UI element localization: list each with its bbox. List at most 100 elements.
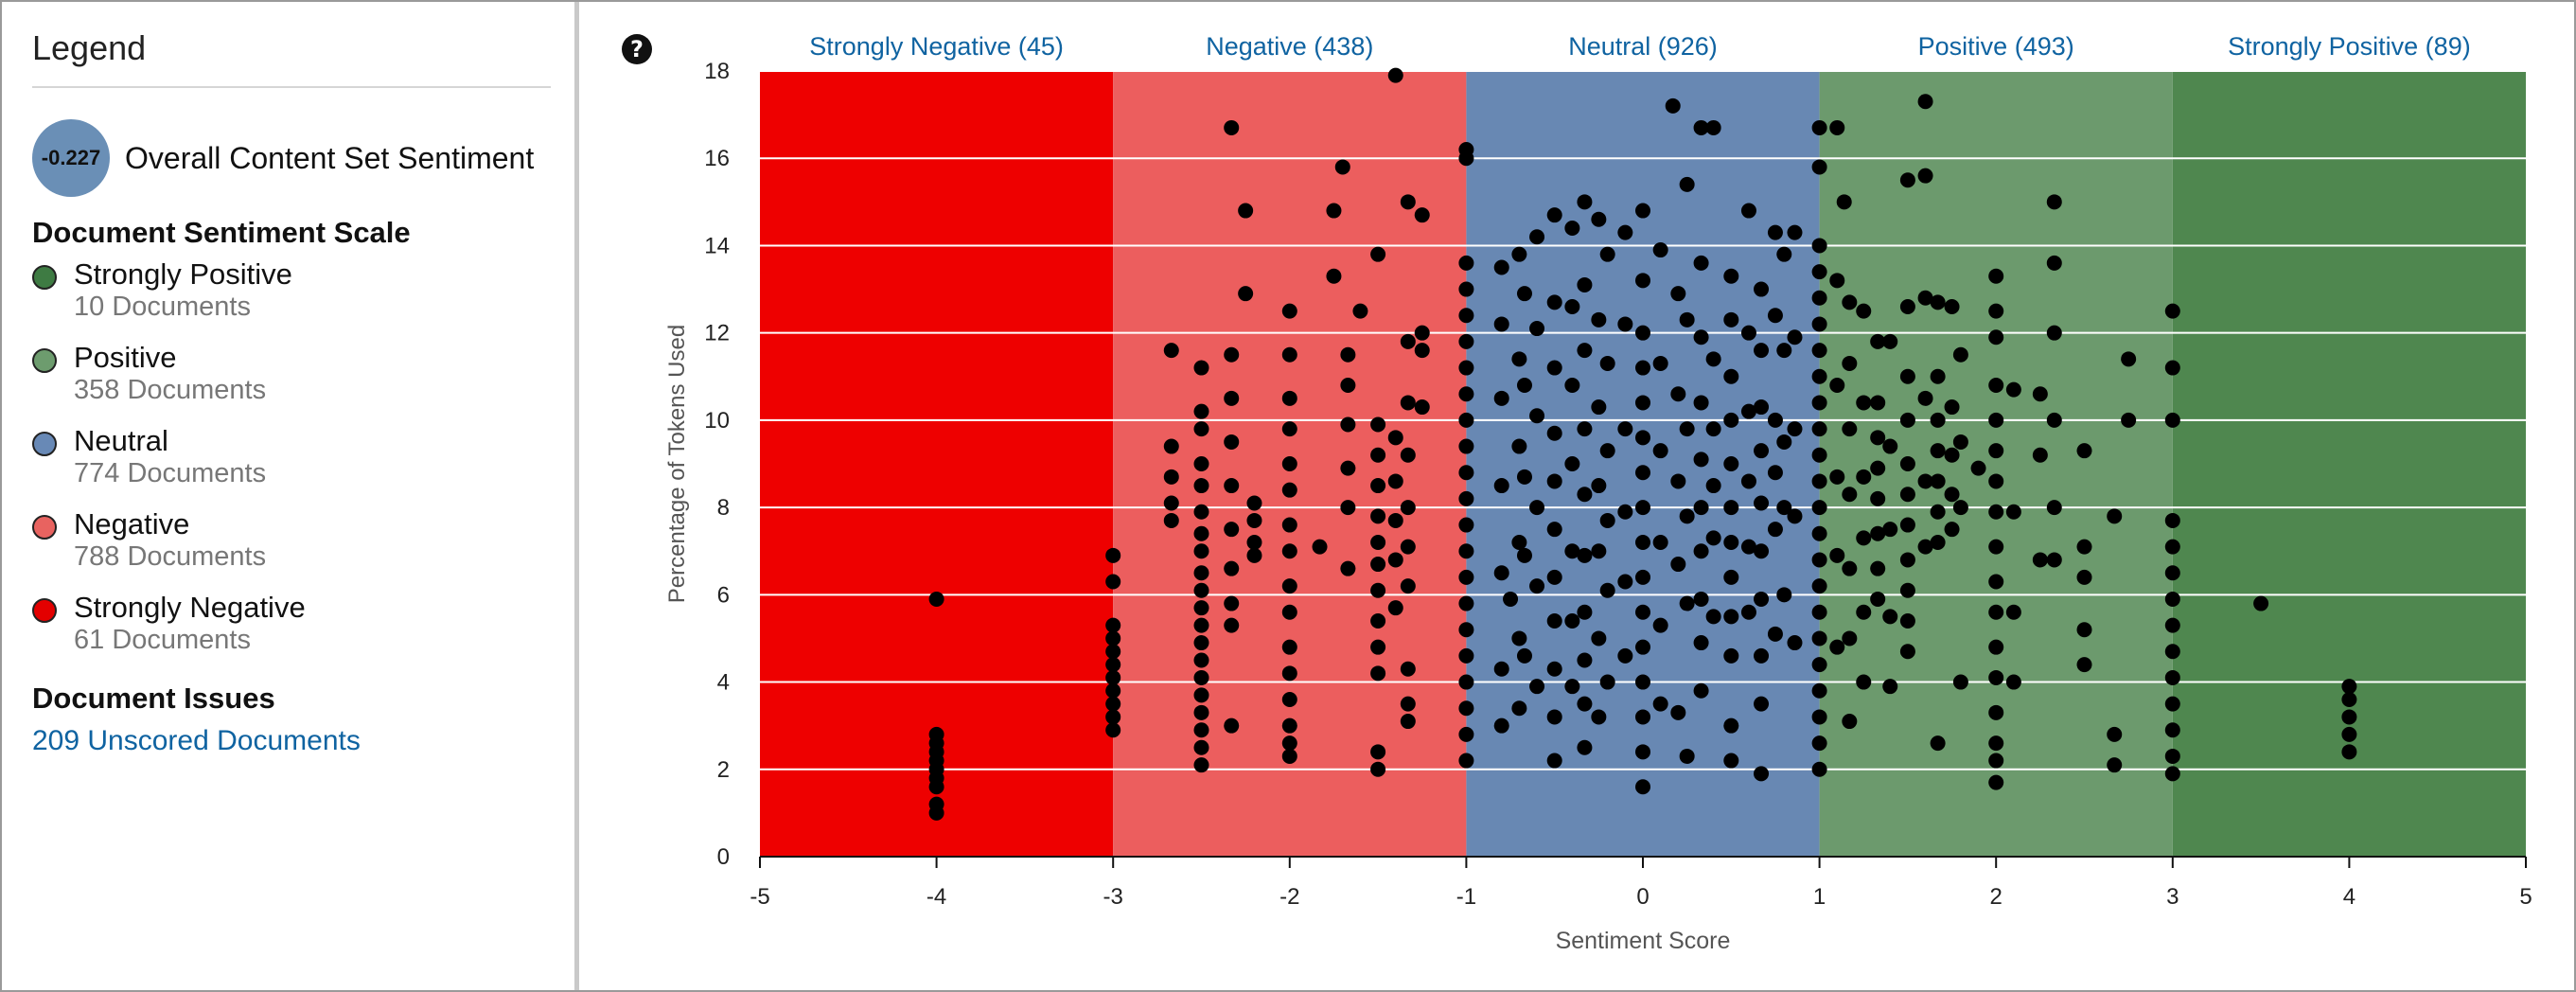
data-point	[1281, 303, 1297, 319]
data-point	[1370, 535, 1386, 550]
data-point	[1458, 386, 1474, 402]
data-point	[1224, 434, 1240, 450]
data-point	[1870, 460, 1886, 476]
data-point	[1754, 399, 1770, 416]
data-point	[1829, 469, 1845, 485]
data-point	[1740, 604, 1756, 620]
unscored-documents-link[interactable]: 209 Unscored Documents	[32, 725, 361, 756]
data-point	[1599, 674, 1615, 690]
data-point	[1811, 630, 1827, 647]
data-point	[1546, 569, 1562, 585]
data-point	[1988, 268, 2004, 284]
data-point	[1577, 604, 1593, 620]
data-point	[1564, 221, 1580, 236]
data-point	[1811, 761, 1827, 777]
data-point	[1652, 696, 1668, 712]
data-point	[1899, 613, 1915, 629]
data-point	[1899, 412, 1915, 428]
data-point	[1665, 97, 1681, 114]
data-point	[1577, 194, 1593, 210]
data-point	[2005, 674, 2021, 690]
data-point	[1754, 443, 1770, 459]
data-point	[1281, 578, 1297, 594]
data-point	[1414, 207, 1430, 223]
data-point	[1281, 346, 1297, 363]
data-point	[1458, 674, 1474, 690]
sentiment-scale-title: Document Sentiment Scale	[32, 216, 411, 249]
data-point	[1635, 709, 1650, 725]
data-point	[1163, 512, 1179, 528]
data-point	[1829, 378, 1845, 393]
scale-item-name: Negative	[74, 507, 190, 540]
data-point	[1882, 609, 1898, 625]
data-point	[1723, 456, 1739, 471]
legend-panel: Legend -0.227 Overall Content Set Sentim…	[0, 0, 579, 992]
data-point	[1988, 539, 2004, 555]
data-point	[1599, 443, 1615, 459]
data-point	[2046, 255, 2062, 271]
data-point	[1370, 744, 1386, 760]
sentiment-band-0	[760, 71, 1114, 857]
data-point	[1493, 661, 1509, 677]
data-point	[1811, 119, 1827, 135]
data-point	[1224, 595, 1240, 611]
data-point	[1400, 714, 1416, 730]
sentiment-band-4	[2172, 71, 2526, 857]
data-point	[1952, 346, 1968, 363]
data-point	[1767, 308, 1783, 324]
data-point	[1529, 578, 1545, 594]
data-point	[1811, 578, 1827, 594]
data-point	[1829, 639, 1845, 655]
data-point	[2046, 325, 2062, 341]
scale-item-name: Neutral	[74, 424, 168, 457]
data-point	[2076, 443, 2092, 459]
data-point	[1577, 652, 1593, 668]
data-point	[1776, 434, 1792, 450]
data-point	[1281, 482, 1297, 498]
data-point	[1511, 246, 1527, 262]
data-point	[1516, 469, 1532, 485]
data-point	[1193, 739, 1209, 755]
data-point	[1679, 421, 1695, 437]
data-point	[1458, 647, 1474, 664]
data-point	[1546, 360, 1562, 376]
x-tick-label: -1	[1456, 884, 1476, 910]
data-point	[1529, 229, 1545, 245]
data-point	[1635, 744, 1650, 760]
data-point	[1693, 329, 1709, 345]
data-point	[1529, 321, 1545, 337]
data-point	[1370, 508, 1386, 524]
data-point	[2253, 595, 2269, 611]
data-point	[1591, 709, 1607, 725]
data-point	[1163, 343, 1179, 359]
data-point	[1723, 368, 1739, 384]
data-point	[1882, 438, 1898, 454]
data-point	[1591, 543, 1607, 559]
data-point	[2005, 504, 2021, 520]
negative-dot-icon	[32, 515, 57, 540]
data-point	[1635, 535, 1650, 550]
data-point	[1723, 609, 1739, 625]
question-circle-icon[interactable]: ?	[620, 32, 654, 66]
data-point	[2032, 386, 2048, 402]
data-point	[1787, 635, 1803, 651]
data-point	[1352, 303, 1368, 319]
data-point	[1679, 176, 1695, 192]
data-point	[2164, 565, 2180, 581]
data-point	[1281, 543, 1297, 559]
data-point	[1591, 311, 1607, 328]
data-point	[1400, 578, 1416, 594]
data-point	[1224, 390, 1240, 406]
data-point	[1458, 569, 1474, 585]
data-point	[1546, 661, 1562, 677]
data-point	[1767, 224, 1783, 240]
data-point	[1705, 609, 1721, 625]
data-point	[1829, 273, 1845, 289]
data-point	[1635, 569, 1650, 585]
data-point	[1811, 682, 1827, 699]
data-point	[2107, 726, 2123, 742]
data-point	[1105, 617, 1121, 633]
data-point	[1899, 582, 1915, 598]
data-point	[1988, 753, 2004, 769]
data-point	[2164, 696, 2180, 712]
